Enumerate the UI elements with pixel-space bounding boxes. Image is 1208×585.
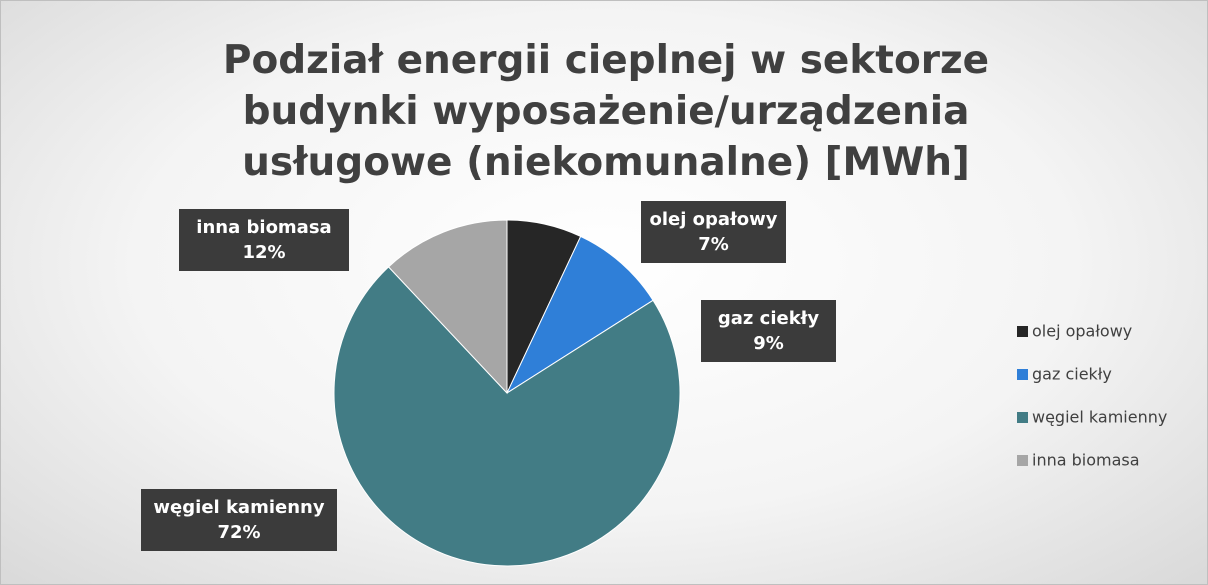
data-label-category: węgiel kamienny xyxy=(153,497,324,518)
legend-label: węgiel kamienny xyxy=(1032,408,1167,427)
legend-label: olej opałowy xyxy=(1032,322,1132,341)
data-label-box xyxy=(141,489,337,551)
legend-swatch xyxy=(1017,455,1028,466)
data-label-category: inna biomasa xyxy=(196,217,331,238)
data-label-box xyxy=(641,201,786,263)
pie-slice xyxy=(333,266,681,567)
data-label-box xyxy=(179,209,349,271)
data-label-value: 72% xyxy=(217,522,260,543)
data-label-category: gaz ciekły xyxy=(718,308,819,329)
data-label-value: 7% xyxy=(698,234,729,255)
data-label-box xyxy=(701,300,836,362)
legend-swatch xyxy=(1017,326,1028,337)
data-label-value: 9% xyxy=(753,333,784,354)
legend-label: inna biomasa xyxy=(1032,451,1140,470)
legend-swatch xyxy=(1017,369,1028,380)
legend-label: gaz ciekły xyxy=(1032,365,1112,384)
chart-title: Podział energii cieplnej w sektorze budy… xyxy=(222,38,990,185)
pie-slice xyxy=(387,219,508,395)
data-label-category: olej opałowy xyxy=(650,209,778,230)
legend-swatch xyxy=(1017,412,1028,423)
pie-slice xyxy=(505,235,654,395)
data-label-value: 12% xyxy=(242,242,285,263)
